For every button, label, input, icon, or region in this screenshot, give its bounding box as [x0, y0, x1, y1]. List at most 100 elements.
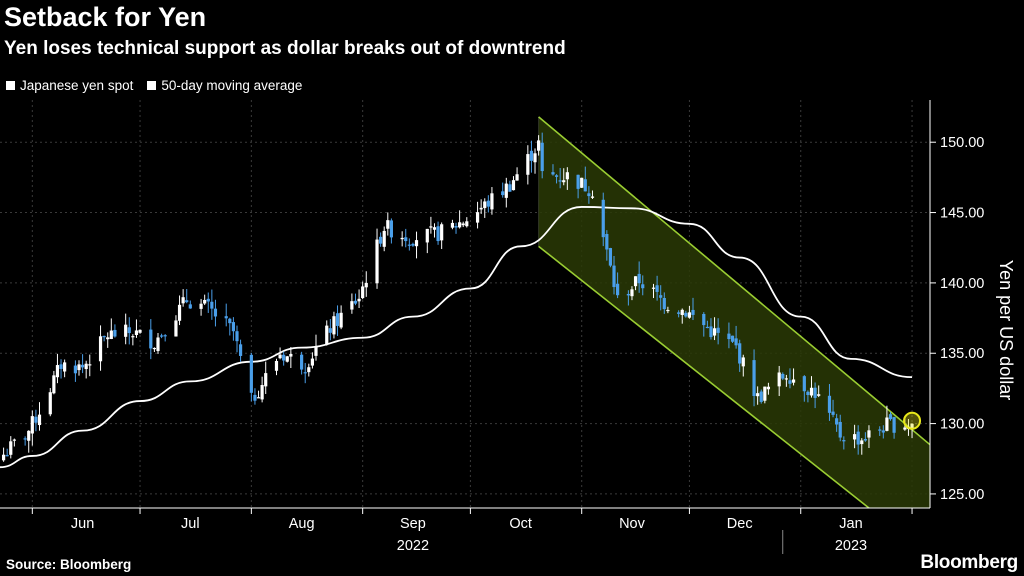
candle-body — [587, 193, 591, 197]
down-candle — [662, 292, 666, 314]
candle-body — [278, 354, 282, 359]
candle-body — [432, 227, 437, 230]
up-candle — [30, 410, 34, 446]
up-candle — [181, 289, 185, 307]
candle-body — [450, 222, 455, 228]
up-candle — [766, 382, 771, 395]
candle-body — [687, 312, 692, 318]
candle-body — [680, 309, 684, 315]
candle-body — [885, 417, 889, 431]
candle-body — [616, 283, 620, 296]
candle-body — [576, 174, 580, 189]
down-candle — [23, 436, 27, 446]
up-candle — [440, 222, 444, 249]
candle-body — [88, 364, 92, 366]
up-candle — [106, 332, 110, 348]
up-candle — [651, 283, 656, 299]
x-tick-label: Nov — [619, 516, 646, 532]
x-tick-label: Jun — [71, 516, 94, 532]
up-candle — [134, 319, 139, 338]
down-candle — [730, 335, 735, 343]
down-candle — [407, 238, 411, 251]
up-candle — [156, 332, 160, 354]
up-candle — [526, 145, 530, 185]
down-candle — [389, 218, 393, 244]
legend-swatch-ma — [147, 81, 157, 90]
down-candle — [576, 174, 580, 199]
channel-upper-line — [538, 116, 931, 446]
down-candle — [163, 334, 167, 342]
candle-body — [540, 142, 544, 172]
down-candle — [881, 425, 885, 439]
candle-body — [809, 387, 814, 396]
x-tick-label: Dec — [727, 516, 753, 532]
candle-body — [727, 333, 731, 340]
breakout-marker — [903, 411, 922, 430]
up-candle — [630, 286, 634, 301]
candle-body — [407, 244, 411, 246]
candle-body — [353, 300, 358, 304]
candle-body — [565, 172, 569, 180]
down-candle — [558, 167, 562, 189]
up-candle — [432, 223, 437, 238]
candle-body — [910, 423, 914, 429]
up-candle — [562, 168, 566, 186]
candle-body — [458, 222, 462, 228]
candle-body — [730, 335, 735, 342]
down-candle — [379, 232, 383, 247]
candle-body — [238, 344, 243, 356]
up-candle — [332, 311, 336, 339]
down-candle — [612, 255, 616, 295]
candle-body — [784, 378, 788, 380]
candle-body — [127, 327, 131, 334]
candle-body — [436, 226, 440, 242]
candle-body — [903, 427, 907, 430]
candle-body — [98, 336, 103, 362]
y-tick-label: 125.00 — [940, 487, 984, 503]
down-candle — [705, 320, 709, 329]
y-tick-label: 130.00 — [940, 417, 984, 433]
candle-body — [134, 330, 139, 335]
candle-body — [475, 212, 480, 223]
candle-body — [206, 298, 210, 302]
down-candle — [583, 166, 587, 192]
up-candle — [382, 226, 386, 252]
candle-body — [52, 375, 56, 394]
candle-body — [842, 440, 846, 442]
up-candle — [48, 388, 52, 417]
up-candle — [199, 298, 203, 316]
up-candle — [310, 352, 314, 369]
up-candle — [450, 219, 455, 230]
candle-body — [483, 201, 487, 209]
candle-body — [454, 226, 458, 228]
candle-body — [375, 239, 379, 284]
down-candle — [411, 242, 415, 247]
legend: Japanese yen spot 50-day moving average — [6, 78, 302, 93]
up-candle — [98, 325, 103, 371]
up-candle — [350, 293, 354, 314]
candle-body — [106, 337, 110, 340]
down-candle — [677, 310, 681, 318]
down-candle — [838, 414, 842, 442]
candle-body — [766, 386, 771, 390]
candle-body — [838, 421, 842, 438]
down-candle — [888, 411, 893, 421]
up-candle — [274, 358, 279, 376]
candle-body — [608, 248, 613, 266]
down-candle — [213, 299, 218, 327]
candle-body — [138, 329, 142, 333]
down-candle — [702, 312, 706, 337]
candle-body — [738, 343, 742, 364]
candle-body — [382, 230, 386, 247]
candle-body — [867, 430, 871, 438]
candle-body — [777, 372, 781, 387]
candle-body — [335, 313, 340, 326]
source-note: Source: Bloomberg — [6, 557, 132, 572]
down-candle — [752, 349, 756, 407]
up-candle — [777, 365, 781, 397]
down-candle — [80, 354, 85, 374]
chart-title: Setback for Yen — [4, 2, 207, 32]
up-candle — [680, 308, 684, 324]
up-candle — [490, 187, 494, 215]
up-candle — [260, 376, 264, 403]
